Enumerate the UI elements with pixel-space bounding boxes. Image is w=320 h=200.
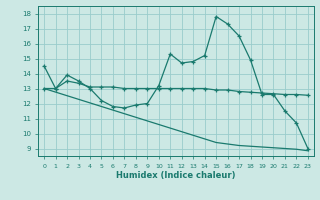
X-axis label: Humidex (Indice chaleur): Humidex (Indice chaleur) [116, 171, 236, 180]
